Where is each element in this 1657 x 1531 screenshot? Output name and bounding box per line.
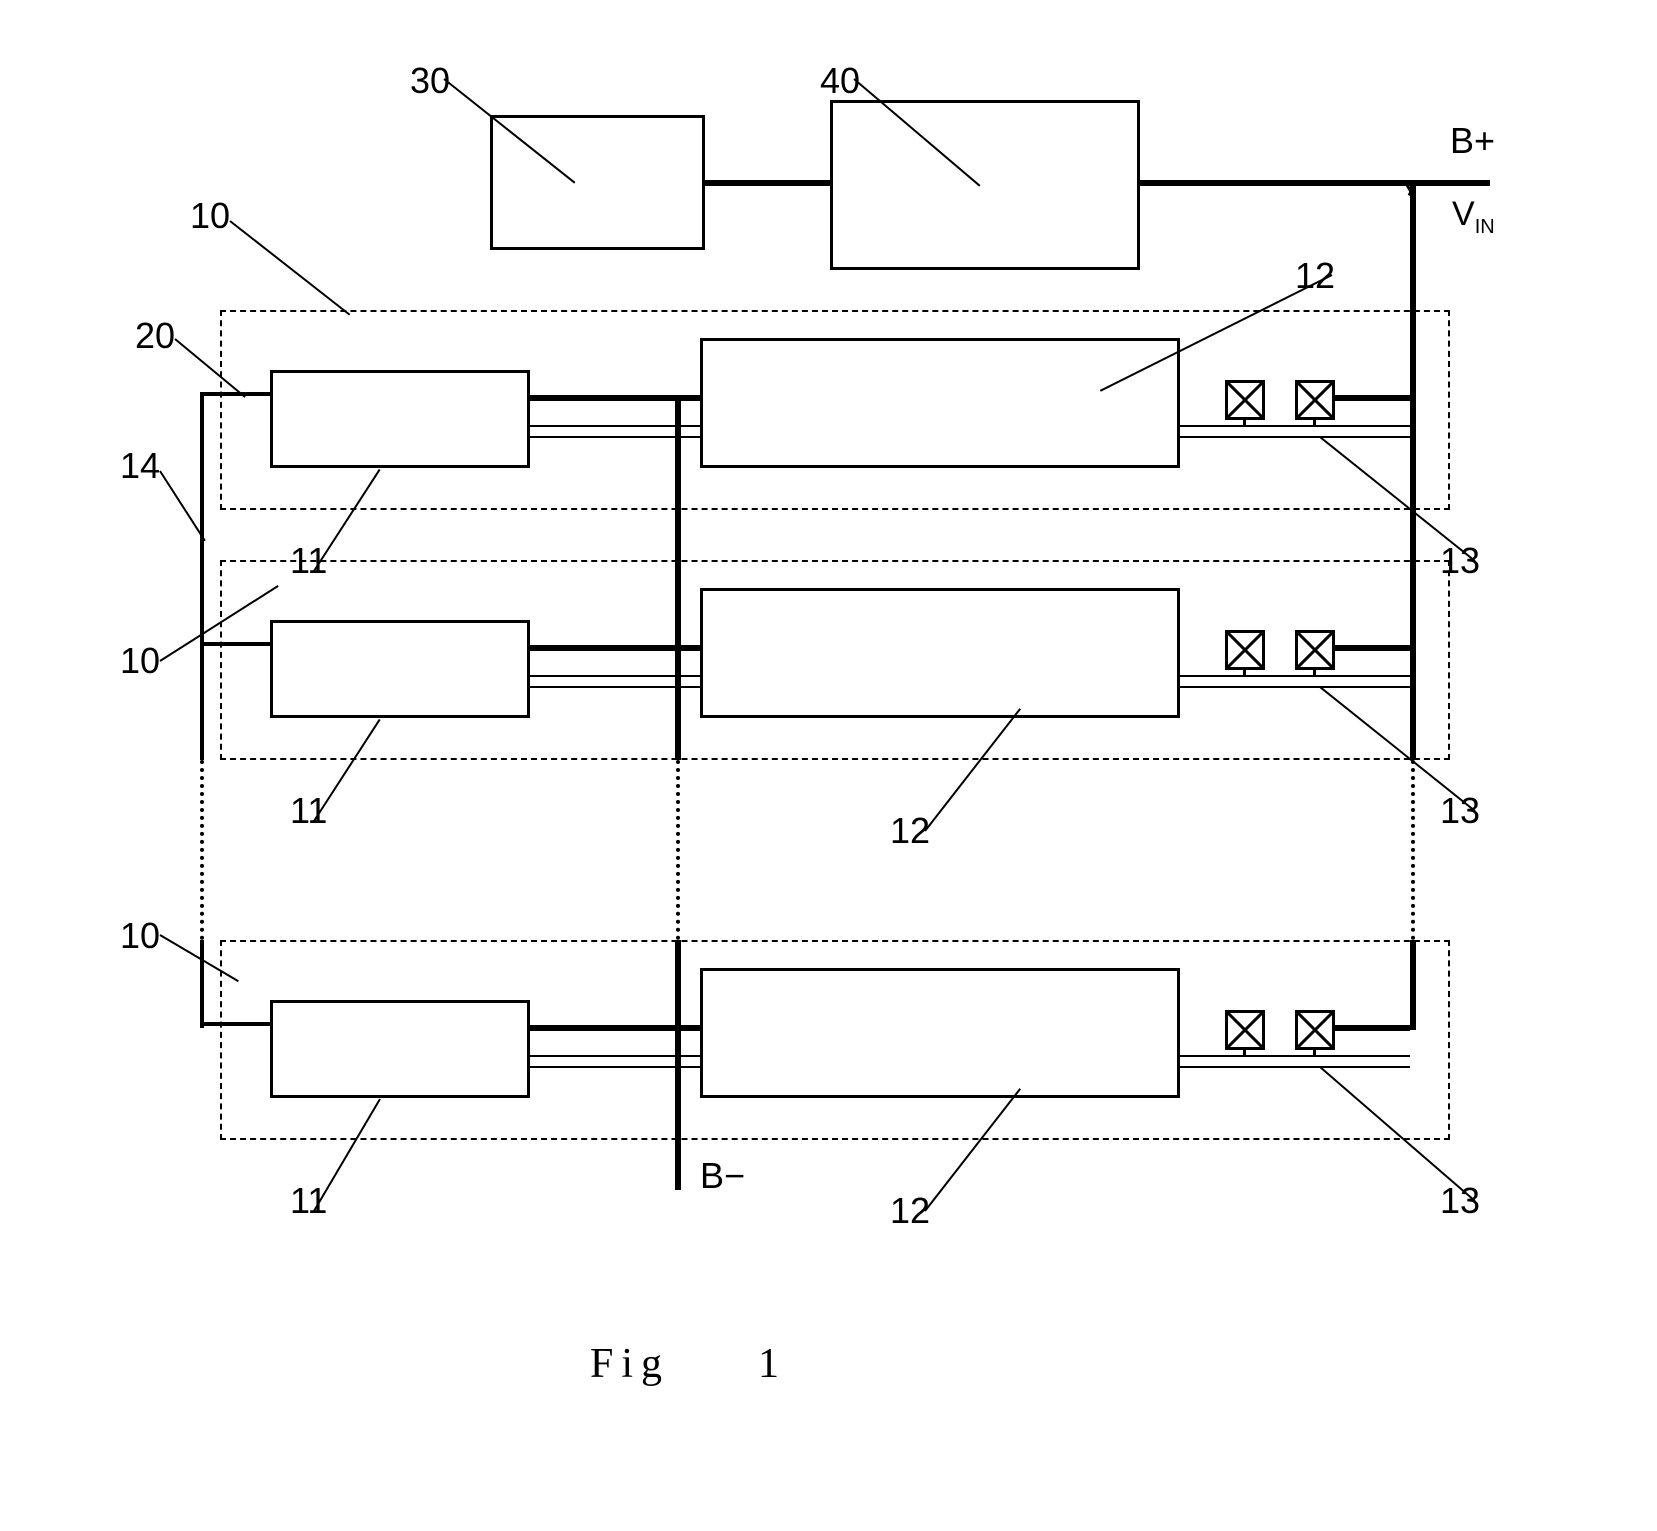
valve-stem-2-0 <box>1243 1050 1246 1055</box>
stub-left-0 <box>200 392 270 396</box>
label-l10c: 10 <box>120 915 160 957</box>
thin-a-0 <box>530 425 700 427</box>
label-l11b: 11 <box>290 790 327 832</box>
valve-stem-1-1 <box>1313 670 1316 675</box>
valve-0-1 <box>1295 380 1335 420</box>
block-12-1 <box>700 588 1180 718</box>
thin-a-2 <box>530 1055 700 1057</box>
block-11-2 <box>270 1000 530 1098</box>
right-bold-1 <box>1335 645 1410 651</box>
right-bold-0 <box>1335 395 1410 401</box>
label-l10a: 10 <box>190 195 230 237</box>
diagram-canvas: Fig 1 3040B+VIN1020141011121311121310111… <box>20 20 1657 1511</box>
block-40 <box>830 100 1140 270</box>
valve-stem-0-0 <box>1243 420 1246 425</box>
thin-c-2 <box>1180 1055 1410 1057</box>
bus-left-top <box>200 392 204 760</box>
right-bold-2 <box>1335 1025 1410 1031</box>
valve-2-1 <box>1295 1010 1335 1050</box>
leader-2 <box>229 220 350 316</box>
mid-bold-1 <box>530 645 700 651</box>
label-Vin: VIN <box>1452 195 1495 239</box>
label-l11c: 11 <box>290 1180 327 1222</box>
mid-bold-0 <box>530 395 700 401</box>
label-l20: 20 <box>135 315 175 357</box>
mid-bold-2 <box>530 1025 700 1031</box>
connector-30-40 <box>705 180 830 186</box>
valve-0-0 <box>1225 380 1265 420</box>
bus-right-dotted <box>1411 760 1415 940</box>
valve-stem-1-0 <box>1243 670 1246 675</box>
bus-center-dotted <box>676 760 680 940</box>
thin-d-0 <box>1180 436 1410 438</box>
connector-40-bus <box>1140 180 1490 186</box>
caption-prefix: Fig <box>590 1341 670 1387</box>
block-30 <box>490 115 705 250</box>
valve-1-1 <box>1295 630 1335 670</box>
figure-caption: Fig 1 <box>590 1340 779 1388</box>
valve-1-0 <box>1225 630 1265 670</box>
label-l10b: 10 <box>120 640 160 682</box>
thin-b-0 <box>530 436 700 438</box>
valve-2-0 <box>1225 1010 1265 1050</box>
label-Bplus: B+ <box>1450 120 1495 162</box>
bus-left-bottom <box>200 940 204 1028</box>
caption-number: 1 <box>758 1341 779 1387</box>
label-l14: 14 <box>120 445 160 487</box>
block-11-0 <box>270 370 530 468</box>
label-Bminus: B− <box>700 1155 745 1197</box>
stub-left-1 <box>200 642 270 646</box>
thin-b-2 <box>530 1066 700 1068</box>
thin-c-1 <box>1180 675 1410 677</box>
bus-left-dotted <box>200 760 204 940</box>
label-l11a: 11 <box>290 540 327 582</box>
thin-c-0 <box>1180 425 1410 427</box>
leader-4 <box>159 470 206 541</box>
block-12-2 <box>700 968 1180 1098</box>
thin-d-1 <box>1180 686 1410 688</box>
valve-stem-2-1 <box>1313 1050 1316 1055</box>
thin-a-1 <box>530 675 700 677</box>
thin-d-2 <box>1180 1066 1410 1068</box>
thin-b-1 <box>530 686 700 688</box>
block-11-1 <box>270 620 530 718</box>
valve-stem-0-1 <box>1313 420 1316 425</box>
block-12-0 <box>700 338 1180 468</box>
stub-left-2 <box>200 1022 270 1026</box>
